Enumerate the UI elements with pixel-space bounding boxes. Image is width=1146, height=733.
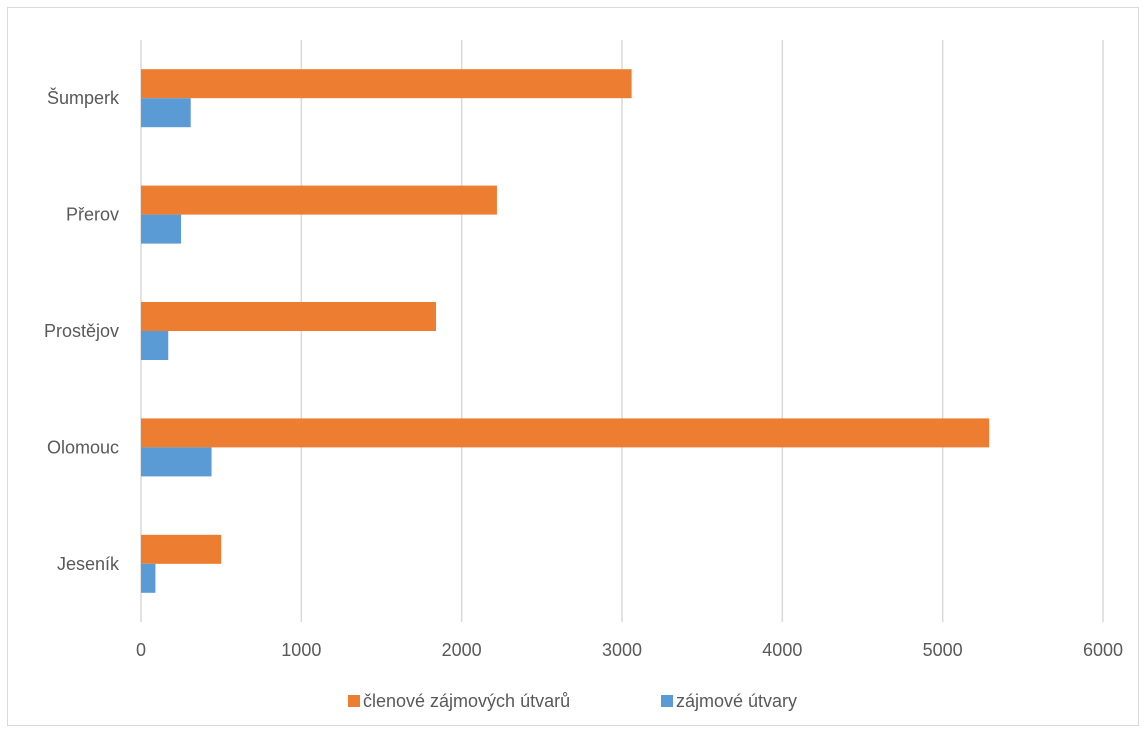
bar-utvary-2	[141, 331, 169, 360]
bar-clenove-3	[141, 185, 497, 215]
category-label: Přerov	[66, 205, 119, 225]
bar-clenove-1	[141, 418, 990, 448]
chart-frame	[7, 7, 1139, 726]
bar-clenove-4	[141, 69, 632, 99]
legend-swatch	[348, 695, 360, 707]
bar-clenove-0	[141, 534, 222, 564]
bar-utvary-3	[141, 214, 182, 244]
category-label: Olomouc	[47, 437, 119, 457]
x-tick-label: 3000	[602, 640, 642, 660]
x-tick-label: 6000	[1083, 640, 1123, 660]
legend-label: zájmové útvary	[676, 691, 797, 711]
x-tick-label: 2000	[442, 640, 482, 660]
bar-utvary-4	[141, 98, 191, 128]
category-label: Jeseník	[57, 554, 120, 574]
x-tick-label: 4000	[762, 640, 802, 660]
x-tick-label: 0	[136, 640, 146, 660]
x-tick-label: 1000	[281, 640, 321, 660]
bar-utvary-1	[141, 447, 212, 477]
category-label: Šumperk	[47, 87, 120, 108]
bar-clenove-2	[141, 302, 437, 331]
legend-swatch	[661, 695, 673, 707]
category-label: Prostějov	[44, 321, 119, 341]
x-tick-label: 5000	[923, 640, 963, 660]
bar-utvary-0	[141, 563, 156, 593]
legend-label: členové zájmových útvarů	[363, 691, 570, 711]
